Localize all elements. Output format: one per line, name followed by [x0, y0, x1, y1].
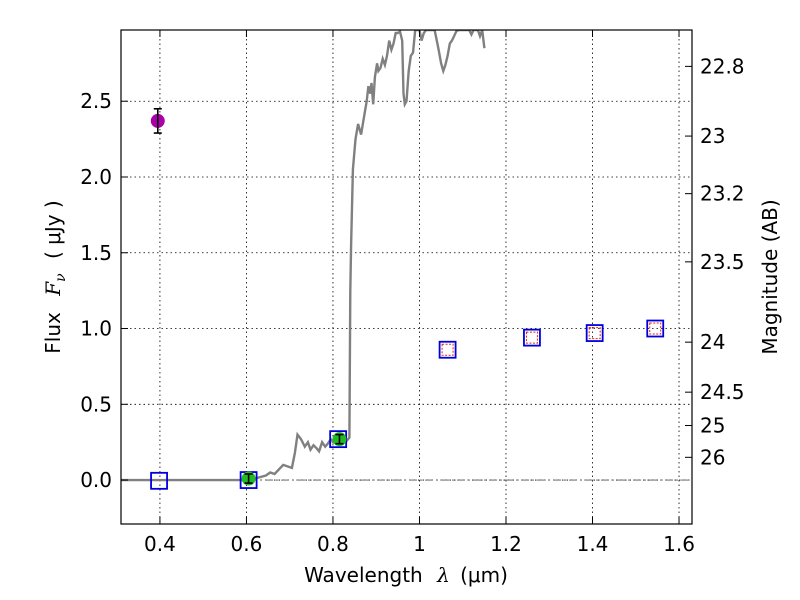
- plot-frame: [120, 29, 693, 525]
- x-tick-label-1: 0.6: [231, 532, 263, 556]
- y-tick-label-0: 0.0: [80, 468, 112, 492]
- y2-tick-label-4: 24: [700, 330, 725, 354]
- plot-area: [121, 30, 665, 490]
- x-axis-title-unit: (μm): [460, 563, 508, 587]
- y2-tick-label-7: 26: [700, 445, 725, 469]
- y-axis: 0.0 0.5 1.0 1.5 2.0 2.5: [80, 89, 128, 492]
- model-flux-inner-4: [525, 331, 538, 344]
- y-axis-title: Flux Fν ( μJy ): [41, 200, 70, 353]
- model-flux-square-4: [523, 328, 541, 347]
- y2-tick-label-1: 23: [700, 124, 725, 148]
- model-flux-square-3: [438, 340, 457, 359]
- y-tick-label-1: 0.5: [80, 392, 112, 416]
- y-axis-title-symbol: F: [41, 281, 65, 297]
- x-tick-label-0: 0.4: [144, 532, 176, 556]
- x-axis-title: Wavelength λ (μm): [304, 563, 508, 587]
- model-flux-square-0: [150, 471, 168, 490]
- model-flux-inner-6: [649, 322, 662, 335]
- y2-axis-title: Magnitude (AB): [758, 199, 782, 354]
- model-flux-square-5: [585, 324, 604, 342]
- x-axis: 0.4 0.6 0.8 1 1.2 1.4 1.6: [144, 30, 695, 556]
- y2-tick-label-0: 22.8: [700, 54, 745, 78]
- y-tick-label-3: 1.5: [80, 241, 112, 265]
- y-axis-title-unit: ( μJy ): [41, 200, 65, 259]
- model-flux-markers: [150, 319, 665, 490]
- y2-tick-label-5: 24.5: [700, 380, 745, 404]
- y-axis-title-subscript: ν: [53, 273, 69, 282]
- y-axis-title-prefix: Flux: [41, 312, 65, 354]
- model-flux-square-6: [646, 319, 665, 338]
- observed-flux-markers: [150, 107, 347, 486]
- template-spectrum-line: [121, 30, 486, 482]
- y2-tick-label-3: 23.5: [700, 250, 745, 274]
- x-axis-title-symbol: λ: [436, 563, 450, 587]
- x-axis-title-prefix: Wavelength: [304, 563, 423, 587]
- y2-tick-label-2: 23.2: [700, 182, 745, 206]
- y-tick-label-4: 2.0: [80, 165, 112, 189]
- grid-layer: [121, 30, 692, 524]
- x-tick-label-5: 1.4: [577, 532, 609, 556]
- x-tick-label-4: 1.2: [490, 532, 522, 556]
- model-flux-inner-5: [588, 327, 601, 340]
- model-flux-inner-3: [441, 343, 454, 356]
- y-tick-label-2: 1.0: [80, 317, 112, 341]
- y2-tick-label-6: 25: [700, 414, 725, 438]
- x-tick-label-3: 1: [413, 532, 426, 556]
- y2-axis: 22.8 23 23.2 23.5 24 24.5 25 26: [685, 54, 745, 469]
- y-tick-label-5: 2.5: [80, 89, 112, 113]
- x-tick-label-2: 0.8: [317, 532, 349, 556]
- x-tick-label-6: 1.6: [663, 532, 695, 556]
